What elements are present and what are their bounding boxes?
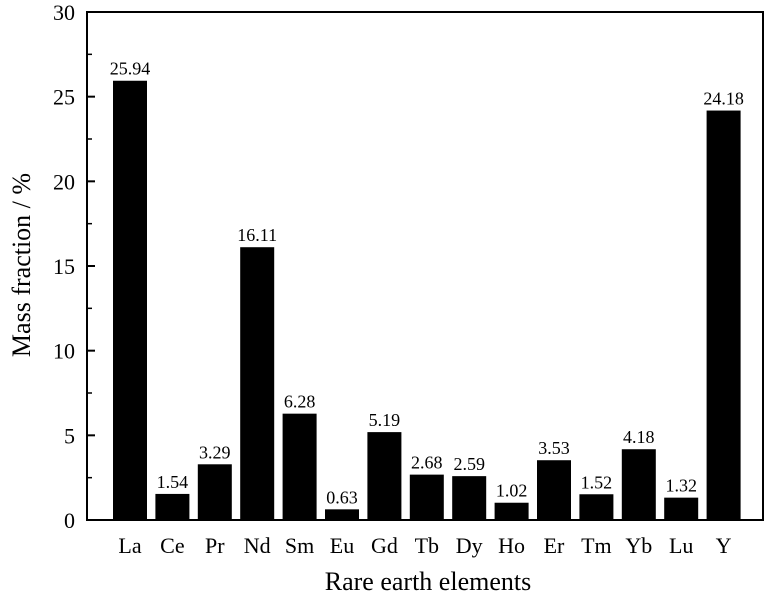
data-label-pr: 3.29 xyxy=(199,442,231,462)
y-tick-label: 30 xyxy=(53,0,75,25)
y-tick-label: 10 xyxy=(53,339,75,364)
y-axis-title: Mass fraction / % xyxy=(7,173,36,357)
x-tick-label-eu: Eu xyxy=(330,533,354,558)
data-label-yb: 4.18 xyxy=(623,427,655,447)
bar-gd xyxy=(367,432,402,520)
x-tick-label-nd: Nd xyxy=(244,533,271,558)
bar-y xyxy=(706,110,741,520)
bar-ho xyxy=(494,502,529,520)
data-label-dy: 2.59 xyxy=(453,454,485,474)
x-tick-label-sm: Sm xyxy=(285,533,314,558)
bar-er xyxy=(537,460,571,520)
x-tick-label-gd: Gd xyxy=(371,533,398,558)
x-tick-label-tm: Tm xyxy=(581,533,612,558)
data-label-la: 25.94 xyxy=(110,59,151,79)
bar-lu xyxy=(664,497,699,520)
bars xyxy=(113,80,741,521)
x-tick-label-lu: Lu xyxy=(669,533,693,558)
data-label-ce: 1.54 xyxy=(157,472,189,492)
x-axis-title: Rare earth elements xyxy=(325,567,531,596)
y-tick-label: 25 xyxy=(53,85,75,110)
data-label-nd: 16.11 xyxy=(237,225,277,245)
y-tick-label: 5 xyxy=(64,423,75,448)
data-label-sm: 6.28 xyxy=(284,392,316,412)
x-tick-label-y: Y xyxy=(716,533,732,558)
y-tick-label: 20 xyxy=(53,169,75,194)
x-tick-label-ce: Ce xyxy=(160,533,184,558)
x-tick-label-yb: Yb xyxy=(625,533,652,558)
data-label-gd: 5.19 xyxy=(369,410,401,430)
bar-eu xyxy=(325,509,359,520)
bar-dy xyxy=(452,476,487,520)
data-labels: 25.94 1.54 3.29 16.11 6.28 0.63 5.19 2.68 2.59 1.… xyxy=(110,59,744,508)
bar-nd xyxy=(240,247,275,521)
plot-border xyxy=(86,11,764,521)
bar-tm xyxy=(579,494,614,520)
data-label-tm: 1.52 xyxy=(581,472,613,492)
bar-tb xyxy=(409,474,444,520)
bar-sm xyxy=(282,413,317,520)
x-tick-label-dy: Dy xyxy=(456,533,483,558)
bar-yb xyxy=(621,449,656,520)
y-tick-label: 15 xyxy=(53,254,75,279)
data-label-ho: 1.02 xyxy=(496,481,528,501)
x-tick-label-ho: Ho xyxy=(498,533,525,558)
x-tick-label-la: La xyxy=(118,533,141,558)
x-tick-label-er: Er xyxy=(544,533,565,558)
plot-frame xyxy=(86,11,764,521)
data-label-y: 24.18 xyxy=(703,89,744,109)
data-label-er: 3.53 xyxy=(538,438,570,458)
x-tick-label-tb: Tb xyxy=(415,533,439,558)
bar-pr xyxy=(197,464,232,520)
data-label-tb: 2.68 xyxy=(411,453,443,473)
x-tick-label-pr: Pr xyxy=(205,533,225,558)
data-label-eu: 0.63 xyxy=(326,487,358,507)
bar-la xyxy=(113,80,147,521)
bar-ce xyxy=(155,493,190,520)
y-axis-ticks: 0 5 10 15 20 25 30 xyxy=(53,0,95,533)
y-tick-label: 0 xyxy=(64,508,75,533)
data-label-lu: 1.32 xyxy=(665,476,697,496)
